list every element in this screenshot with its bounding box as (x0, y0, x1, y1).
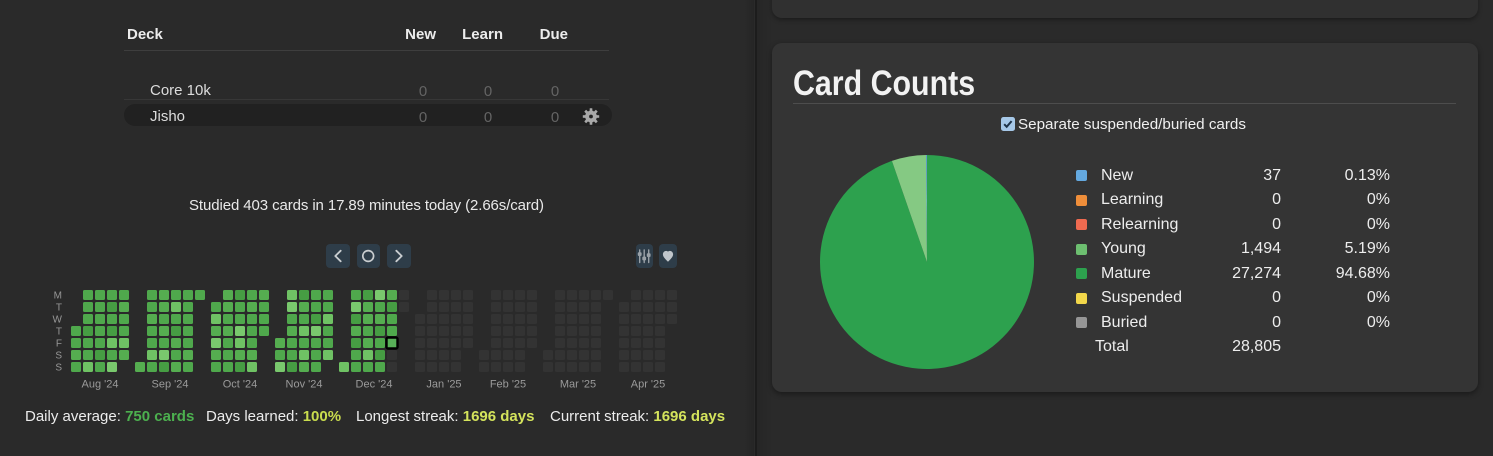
svg-text:Apr '25: Apr '25 (631, 379, 666, 391)
svg-text:Mar '25: Mar '25 (560, 379, 596, 391)
svg-text:Nov '24: Nov '24 (286, 379, 323, 391)
svg-text:M: M (54, 291, 62, 302)
svg-text:S: S (55, 351, 62, 362)
svg-text:T: T (56, 327, 62, 338)
svg-text:Aug '24: Aug '24 (82, 379, 119, 391)
svg-text:Sep '24: Sep '24 (152, 379, 189, 391)
svg-text:F: F (56, 339, 62, 350)
svg-text:T: T (56, 303, 62, 314)
svg-text:W: W (53, 315, 63, 326)
svg-text:S: S (55, 363, 62, 374)
svg-text:Feb '25: Feb '25 (490, 379, 526, 391)
svg-text:Dec '24: Dec '24 (356, 379, 393, 391)
svg-text:Oct '24: Oct '24 (223, 379, 258, 391)
svg-text:Jan '25: Jan '25 (426, 379, 461, 391)
